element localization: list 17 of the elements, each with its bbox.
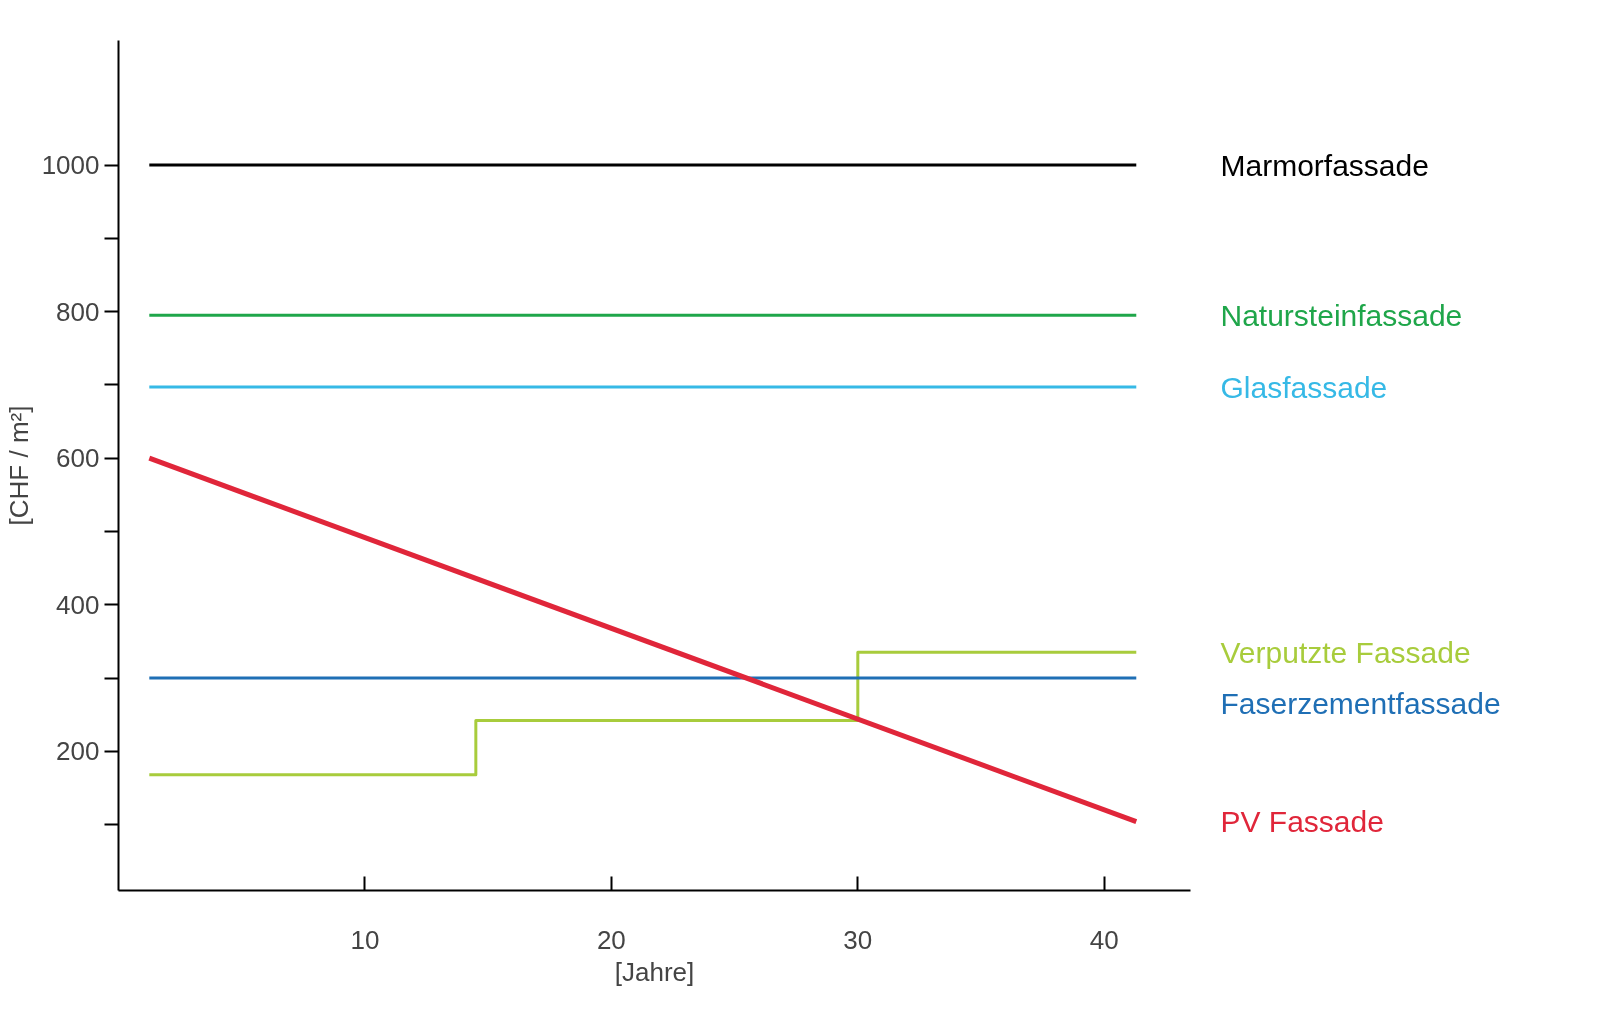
text: Glasfassade bbox=[1220, 370, 1388, 404]
y-tick-label: 200 bbox=[56, 736, 100, 767]
y-tick-label: 800 bbox=[56, 296, 100, 327]
x-tick-label: 10 bbox=[350, 924, 380, 955]
text: Marmorfassade bbox=[1220, 148, 1429, 182]
x-tick-label: 20 bbox=[596, 924, 626, 955]
y-tick-label: 1000 bbox=[41, 150, 100, 181]
x-axis-title: [Jahre] bbox=[614, 956, 695, 987]
y-tick-label: 600 bbox=[56, 443, 100, 474]
x-tick-label: 30 bbox=[843, 924, 873, 955]
text: Verputzte Fassade bbox=[1220, 635, 1471, 669]
y-tick-label: 400 bbox=[56, 589, 100, 620]
x-tick-label: 40 bbox=[1089, 924, 1119, 955]
y-axis-title: [CHF / m²] bbox=[3, 405, 34, 526]
text: Faserzementfassade bbox=[1220, 686, 1501, 720]
text: Natursteinfassade bbox=[1220, 298, 1463, 332]
text: PV Fassade bbox=[1220, 805, 1384, 839]
